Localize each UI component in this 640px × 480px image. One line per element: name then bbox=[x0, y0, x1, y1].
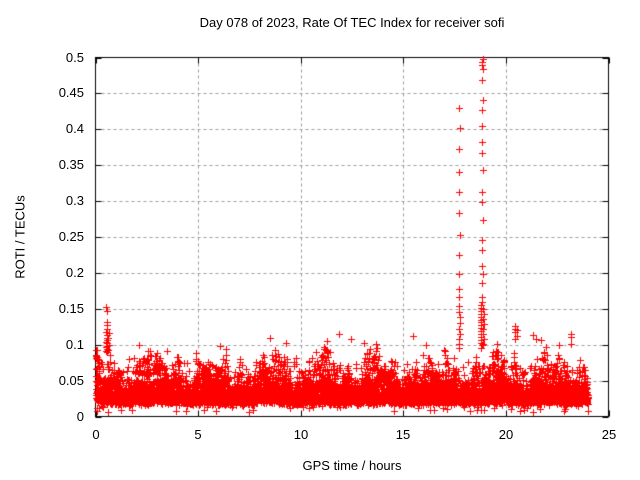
chart-title: Day 078 of 2023, Rate Of TEC Index for r… bbox=[199, 15, 505, 30]
y-tick-label: 0.5 bbox=[65, 50, 84, 65]
y-tick-label: 0.25 bbox=[58, 229, 84, 244]
x-tick-label: 0 bbox=[92, 427, 100, 442]
x-axis-label: GPS time / hours bbox=[302, 458, 402, 473]
x-tick-label: 20 bbox=[498, 427, 514, 442]
x-tick-label: 25 bbox=[601, 427, 617, 442]
x-tick-label: 5 bbox=[194, 427, 202, 442]
x-tick-label: 10 bbox=[293, 427, 309, 442]
x-tick-label: 15 bbox=[395, 427, 411, 442]
y-tick-label: 0.2 bbox=[65, 265, 84, 280]
y-tick-label: 0.4 bbox=[65, 121, 84, 136]
y-tick-label: 0.35 bbox=[58, 157, 84, 172]
y-tick-label: 0.3 bbox=[65, 193, 84, 208]
y-tick-label: 0.1 bbox=[65, 337, 84, 352]
y-tick-label: 0.45 bbox=[58, 85, 84, 100]
y-tick-label: 0.15 bbox=[58, 301, 84, 316]
y-tick-label: 0 bbox=[76, 409, 84, 424]
y-tick-label: 0.05 bbox=[58, 373, 84, 388]
